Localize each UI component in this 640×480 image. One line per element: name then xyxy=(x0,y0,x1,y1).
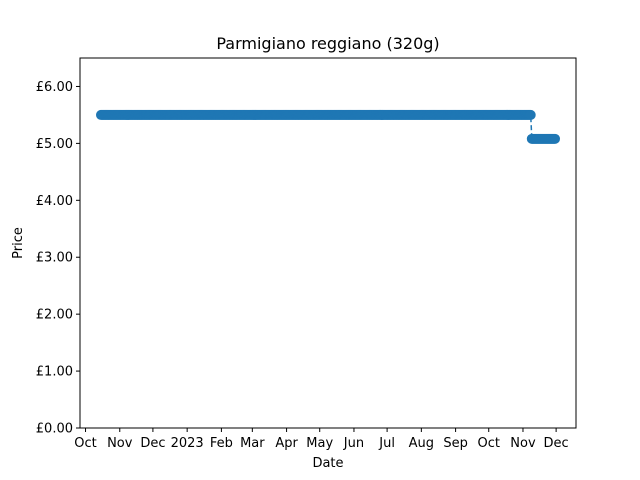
y-tick-label: £6.00 xyxy=(36,80,73,95)
y-tick-label: £4.00 xyxy=(36,194,73,209)
x-tick-label: 2023 xyxy=(171,436,204,451)
data-point xyxy=(550,133,561,144)
plot-frame xyxy=(79,57,577,429)
x-tick-label: Jul xyxy=(378,436,395,451)
y-tick-label: £2.00 xyxy=(36,308,73,323)
x-tick-label: Aug xyxy=(409,436,434,451)
x-tick-label: Nov xyxy=(107,436,133,451)
x-axis: Oct Nov Dec 2023 Feb Mar Apr May Jun Jul Aug Sep Oct… xyxy=(74,428,569,451)
y-tick-label: £5.00 xyxy=(36,137,73,152)
y-tick-label: £1.00 xyxy=(36,365,73,380)
x-tick-label: Jun xyxy=(343,436,364,451)
data-point xyxy=(525,109,536,120)
x-tick-label: Oct xyxy=(74,436,96,451)
x-tick-label: Dec xyxy=(544,436,569,451)
y-axis: £0.00 £1.00 £2.00 £3.00 £4.00 £5.00 £6.00 xyxy=(36,80,80,437)
x-tick-label: Nov xyxy=(510,436,536,451)
chart-title: Parmigiano reggiano (320g) xyxy=(216,34,439,53)
y-tick-label: £3.00 xyxy=(36,251,73,266)
series-layer xyxy=(95,109,561,144)
x-tick-label: Oct xyxy=(477,436,499,451)
x-tick-label: Dec xyxy=(140,436,165,451)
x-tick-label: Apr xyxy=(275,436,298,451)
x-tick-label: Feb xyxy=(210,436,233,451)
x-tick-label: Sep xyxy=(443,436,468,451)
x-tick-label: Mar xyxy=(240,436,265,451)
x-axis-title: Date xyxy=(312,456,343,471)
y-tick-label: £0.00 xyxy=(36,422,73,437)
x-tick-label: May xyxy=(306,436,333,451)
y-axis-title: Price xyxy=(11,227,26,259)
